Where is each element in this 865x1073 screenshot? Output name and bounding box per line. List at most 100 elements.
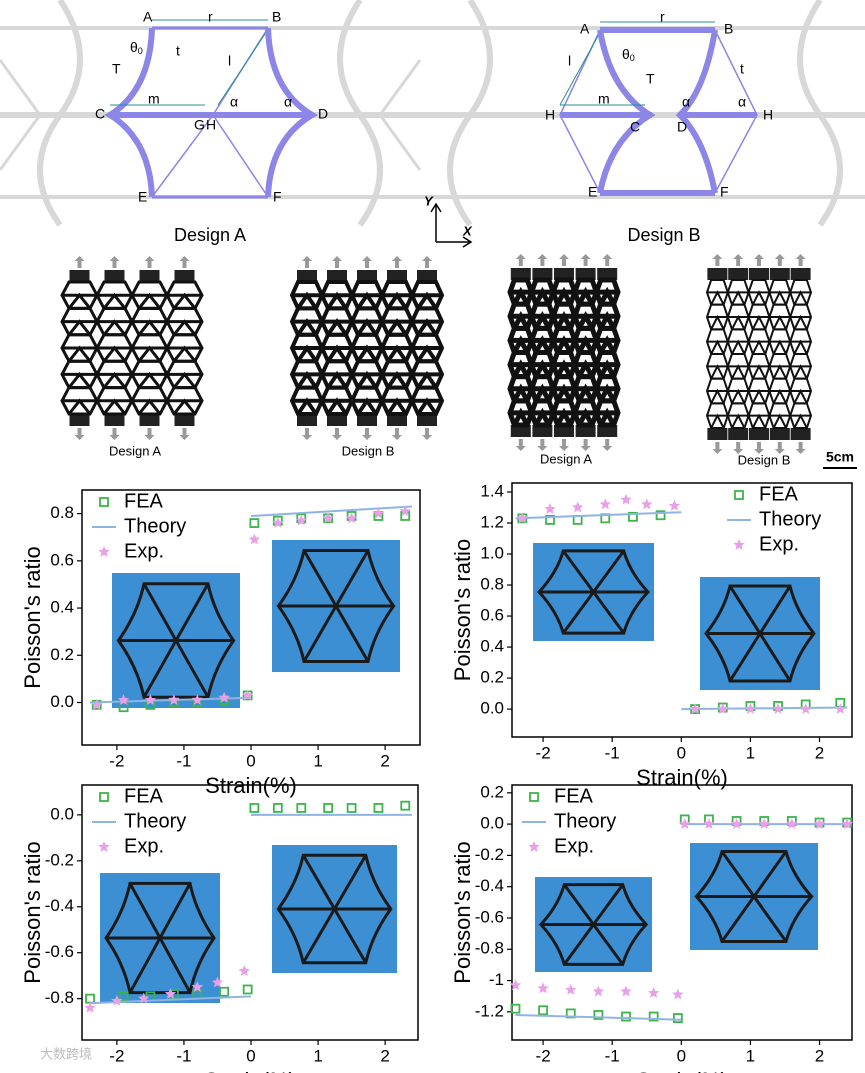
legend-label: Theory — [124, 810, 186, 832]
dimension-label: t — [176, 43, 180, 59]
load-arrow — [74, 428, 85, 440]
lattice-cell — [550, 301, 578, 331]
load-arrow — [392, 256, 402, 268]
clamp — [554, 425, 574, 437]
lattice-cell — [95, 386, 134, 416]
legend-label: FEA — [759, 483, 799, 505]
point-label: E — [138, 189, 147, 205]
lattice-cell — [572, 325, 600, 355]
clamp — [139, 270, 160, 282]
inset-lattice — [116, 582, 236, 699]
clamp — [769, 428, 790, 440]
exp-point — [218, 691, 230, 703]
lattice-cell — [379, 306, 415, 337]
fea-point — [249, 518, 260, 528]
lattice-cell — [130, 386, 169, 416]
point-label: C — [630, 119, 640, 135]
lattice-cell — [349, 306, 385, 337]
y-tick-label: 1.0 — [480, 544, 504, 563]
point-label: D — [677, 119, 687, 135]
lattice-cell — [747, 402, 771, 429]
clamp — [510, 425, 531, 437]
clamp — [417, 270, 437, 282]
inset-lattice — [537, 549, 650, 635]
y-tick-label: 0.0 — [480, 814, 504, 833]
exp-point — [544, 503, 556, 514]
clamp — [387, 270, 407, 282]
dimension-label: T — [112, 61, 121, 77]
load-arrow — [109, 428, 120, 440]
lattice-cell — [593, 277, 621, 307]
clamp — [749, 268, 769, 280]
legend-label: Theory — [554, 810, 616, 832]
load-arrow — [332, 428, 342, 440]
dimension-label: m — [598, 91, 610, 107]
clamp — [104, 414, 125, 426]
lattice-cell — [528, 398, 556, 428]
y-tick-label: -1.2 — [475, 1001, 504, 1020]
y-tick-label: 0.6 — [50, 550, 74, 569]
clamp — [575, 268, 596, 280]
point-label: B — [272, 9, 281, 25]
exp-point — [509, 979, 522, 991]
exp-point — [689, 703, 701, 714]
lattice-cell — [747, 353, 771, 380]
exp-point — [168, 694, 180, 705]
chart: -2 -1 0 1 2 0.0 0.2 0.4 0.6 0.8 1.0 1.2 1.4 Strain(%)… — [450, 481, 853, 790]
clamp — [297, 270, 317, 282]
y-axis-title: Poisson's ratio — [20, 841, 45, 983]
lattice-cell — [95, 333, 134, 363]
lattice-cell — [789, 303, 813, 331]
point-label: F — [720, 184, 729, 200]
point-label: H — [545, 107, 555, 123]
coordinate-axes — [430, 202, 473, 248]
dimension-label: l — [228, 53, 231, 69]
load-arrow — [602, 254, 613, 266]
lattice-cell — [95, 280, 134, 310]
fea-point — [242, 984, 253, 995]
lattice-cell — [550, 350, 578, 380]
clamp — [790, 268, 811, 280]
lattice-cell — [507, 374, 535, 404]
clamp — [707, 268, 728, 280]
y-tick-label: 0.0 — [50, 804, 74, 823]
y-tick-label: -0.6 — [475, 907, 504, 926]
exp-point — [248, 533, 261, 545]
clamp — [417, 414, 437, 426]
load-arrow — [302, 428, 312, 440]
legend-marker — [529, 792, 539, 802]
exp-point — [592, 985, 605, 997]
lattice-cell — [409, 385, 445, 416]
y-tick-label: 0.2 — [480, 668, 504, 687]
legend-marker — [733, 539, 745, 550]
lattice-cell — [507, 325, 535, 355]
legend-label: Theory — [759, 508, 821, 530]
lattice-cell — [550, 398, 578, 428]
lattice-cell — [726, 402, 750, 429]
exp-point — [668, 499, 681, 511]
exp-point — [679, 818, 691, 829]
y-tick-label: -0.2 — [45, 850, 74, 869]
exp-point — [117, 694, 130, 705]
lattice-cell — [95, 306, 134, 337]
lattice-cell — [768, 402, 792, 429]
y-tick-label: 0.8 — [50, 503, 74, 522]
load-arrow — [422, 428, 432, 440]
dimension-label: l — [568, 53, 571, 69]
fea-point — [545, 515, 555, 525]
dimension-label: m — [148, 91, 160, 107]
lattice-cell — [130, 359, 169, 390]
x-tick-label: 0 — [246, 1046, 255, 1065]
point-label: A — [580, 21, 590, 37]
load-arrow — [179, 256, 190, 268]
legend-label: FEA — [554, 785, 594, 807]
y-tick-label: 0.8 — [480, 575, 504, 594]
clamp — [575, 425, 596, 437]
point-label: F — [273, 189, 282, 205]
lattice-cell — [409, 359, 445, 390]
y-axis-title: Poisson's ratio — [450, 539, 475, 681]
fea-point — [510, 1003, 521, 1014]
fea-point — [621, 1011, 631, 1022]
theory-line — [515, 511, 848, 711]
axis-letter: X — [462, 223, 473, 238]
